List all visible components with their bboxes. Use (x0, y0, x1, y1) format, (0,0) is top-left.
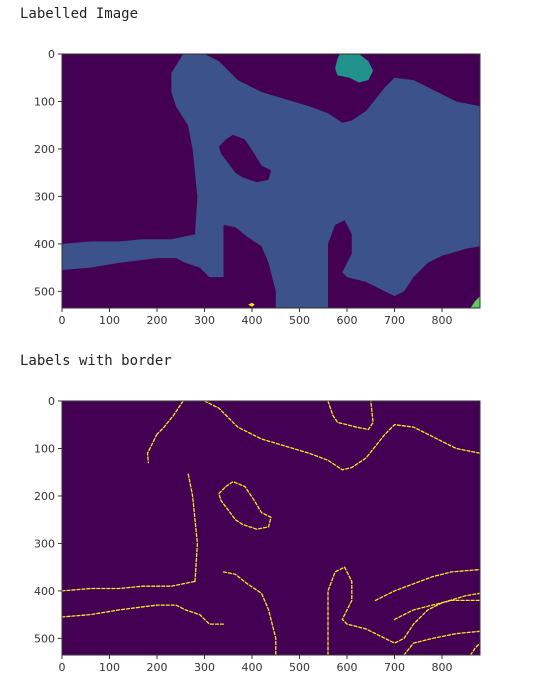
border-x-tick-label-100: 100 (99, 661, 120, 674)
border-line-9 (327, 566, 480, 655)
labelled-x-tick-label-0: 0 (59, 314, 66, 327)
labelled-x-tick-label-800: 800 (432, 314, 453, 327)
border-y-tick-label-300: 300 (34, 537, 55, 550)
label-region-yellow (248, 302, 255, 307)
border-line-13 (469, 642, 480, 655)
border-x-tick-label-800: 800 (432, 661, 453, 674)
labelled-x-tick-label-600: 600 (337, 314, 358, 327)
border-line-0 (156, 401, 184, 435)
label-region-teal (335, 54, 374, 83)
border-x-tick-label-200: 200 (147, 661, 168, 674)
labelled-x-tick-label-100: 100 (99, 314, 120, 327)
label-region-hole (218, 134, 271, 183)
border-line-2 (203, 401, 480, 471)
border-axes-frame (61, 400, 481, 656)
border-x-tick-label-0: 0 (59, 661, 66, 674)
labelled-y-tick-label-300: 300 (34, 190, 55, 203)
labelled-x-tick-label-300: 300 (194, 314, 215, 327)
border-x-tick-label-600: 600 (337, 661, 358, 674)
labelled-x-tick-label-200: 200 (147, 314, 168, 327)
border-x-tick-label-700: 700 (384, 661, 405, 674)
border-line-8 (222, 571, 277, 655)
border-line-6 (62, 580, 196, 592)
border-line-3 (327, 401, 374, 431)
labelled-y-tick-label-100: 100 (34, 95, 55, 108)
border-y-tick-label-500: 500 (34, 632, 55, 645)
border-background-region (62, 401, 480, 655)
border-y-tick-label-400: 400 (34, 585, 55, 598)
labelled-y-tick-label-200: 200 (34, 143, 55, 156)
border-line-5 (187, 471, 199, 583)
border-x-tick-label-300: 300 (194, 661, 215, 674)
border-x-tick-label-400: 400 (242, 661, 263, 674)
labelled-y-tick-label-500: 500 (34, 285, 55, 298)
labelled-y-tick-label-0: 0 (48, 48, 55, 61)
labelled-y-tick-label-400: 400 (34, 238, 55, 251)
chart-title-labels-with-border: Labels with border (20, 353, 172, 369)
border-line-12 (403, 630, 480, 655)
border-line-7 (62, 604, 225, 625)
border-y-tick-label-200: 200 (34, 490, 55, 503)
border-y-tick-label-100: 100 (34, 442, 55, 455)
labelled-x-tick-label-400: 400 (242, 314, 263, 327)
labelled-x-tick-label-500: 500 (289, 314, 310, 327)
labelled-axes-frame (61, 53, 481, 309)
border-x-tick-label-500: 500 (289, 661, 310, 674)
border-line-1 (146, 433, 158, 464)
border-y-tick-label-0: 0 (48, 395, 55, 408)
border-line-4 (218, 481, 272, 530)
labelled-x-tick-label-700: 700 (384, 314, 405, 327)
border-line-10 (374, 568, 480, 602)
chart-title-labelled-image: Labelled Image (20, 6, 139, 22)
border-line-11 (393, 599, 480, 621)
label-region-green (470, 296, 480, 308)
label-region-main (62, 54, 480, 308)
